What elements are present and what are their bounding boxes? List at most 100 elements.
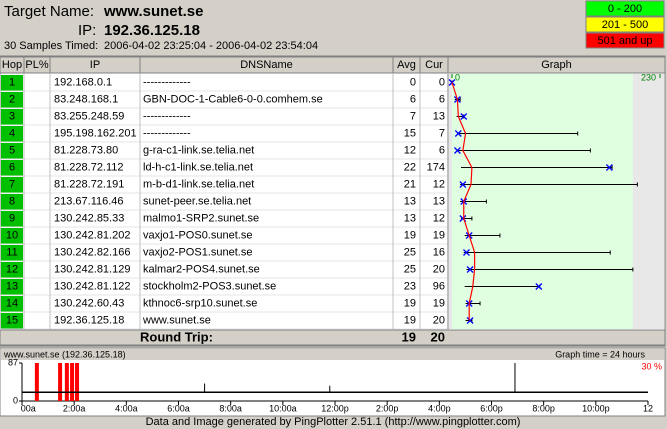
- dns-name: -------------: [143, 127, 191, 139]
- dns-name: g-ra-c1-link.se.telia.net: [143, 144, 254, 156]
- round-trip-row: [0, 329, 666, 346]
- avg: 19: [404, 229, 416, 241]
- ip: 192.36.125.18: [54, 314, 124, 326]
- x-tick-label: 2:00p: [376, 403, 399, 413]
- ip: 83.255.248.59: [54, 110, 124, 122]
- column-header-label: PL%: [25, 59, 48, 71]
- avg: 23: [404, 280, 416, 292]
- history-title: www.sunet.se (192.36.125.18): [3, 349, 126, 359]
- loss-bar: [70, 363, 75, 401]
- legend-box: [585, 16, 665, 33]
- hop-cell: [1, 313, 23, 329]
- graph-tick-label: 0: [455, 72, 460, 82]
- hop: 9: [9, 212, 15, 224]
- graph-tick-label: 230: [641, 72, 656, 82]
- ip: 130.242.85.33: [54, 212, 124, 224]
- avg: 12: [404, 144, 416, 156]
- hop: 1: [9, 76, 15, 88]
- cur: 16: [433, 246, 445, 258]
- cur: 13: [433, 195, 445, 207]
- cur: 20: [433, 263, 445, 275]
- hop: 5: [9, 144, 15, 156]
- ip-label: IP:: [78, 22, 96, 39]
- graph-time: Graph time = 24 hours: [555, 349, 645, 359]
- dns-name: -------------: [143, 110, 191, 122]
- cur-marker: [454, 130, 462, 137]
- x-tick-label: 4:00p: [428, 403, 451, 413]
- dns-name: GBN-DOC-1-Cable6-0-0.comhem.se: [143, 93, 323, 105]
- hop-cell: [1, 143, 23, 159]
- loss-bar: [34, 363, 39, 401]
- avg: 19: [404, 314, 416, 326]
- loss-bar: [58, 363, 63, 401]
- cur-marker: [453, 147, 461, 154]
- hop: 13: [6, 280, 18, 292]
- hop-cell: [1, 211, 23, 227]
- ip: 192.168.0.1: [54, 76, 112, 88]
- hop-cell: [1, 279, 23, 295]
- avg: 22: [404, 161, 416, 173]
- target: www.sunet.se: [103, 3, 203, 20]
- cur: 6: [439, 144, 445, 156]
- ip: 130.242.81.202: [54, 229, 130, 241]
- avg: 6: [410, 93, 416, 105]
- ip: 213.67.116.46: [54, 195, 124, 207]
- hop: 10: [6, 229, 18, 241]
- cur: 6: [439, 93, 445, 105]
- ip: 130.242.60.43: [54, 297, 124, 309]
- footer: Data and Image generated by PingPlotter …: [146, 416, 521, 428]
- x-tick-label: 6:00p: [480, 403, 503, 413]
- x-tick-label: 12:00p: [321, 403, 349, 413]
- dns-name: kthnoc6-srp10.sunet.se: [143, 297, 257, 309]
- ip: 81.228.72.191: [54, 178, 124, 190]
- legend-label: 201 - 500: [602, 19, 648, 31]
- round-trip-cur: 20: [431, 329, 445, 344]
- hop-cell: [1, 262, 23, 278]
- hop: 12: [6, 263, 18, 275]
- column-header-label: Cur: [425, 59, 443, 71]
- column-header-label: Hop: [2, 59, 22, 71]
- hop-cell: [1, 109, 23, 125]
- hop: 8: [9, 195, 15, 207]
- column-header-label: IP: [90, 59, 100, 71]
- hop: 6: [9, 161, 15, 173]
- cur: 174: [427, 161, 445, 173]
- x-tick-label: 10:00p: [582, 403, 610, 413]
- avg-line: [451, 82, 476, 321]
- ip: 195.198.162.201: [54, 127, 137, 139]
- dns-name: malmo1-SRP2.sunet.se: [143, 212, 259, 224]
- avg: 21: [404, 178, 416, 190]
- dns-name: vaxjo1-POS0.sunet.se: [143, 229, 252, 241]
- avg: 13: [404, 212, 416, 224]
- cur-marker: [466, 317, 474, 324]
- cur-marker: [466, 266, 474, 273]
- column-header: [447, 56, 666, 74]
- loss-label: 30 %: [641, 361, 662, 371]
- dns-name: ld-h-c1-link.se.telia.net: [143, 161, 253, 173]
- avg: 19: [404, 297, 416, 309]
- legend-label: 0 - 200: [608, 3, 642, 15]
- dns-name: -------------: [143, 76, 191, 88]
- cur: 19: [433, 297, 445, 309]
- time-range: 2006-04-02 23:25:04 - 2006-04-02 23:54:0…: [104, 40, 318, 52]
- avg: 7: [410, 110, 416, 122]
- hop-cell: [1, 92, 23, 108]
- loss-bar: [75, 363, 80, 401]
- cur: 96: [433, 280, 445, 292]
- samples-label: 30 Samples Timed:: [4, 40, 98, 52]
- hop-cell: [1, 126, 23, 142]
- dns-name: vaxjo2-POS1.sunet.se: [143, 246, 252, 258]
- ip: 81.228.72.112: [54, 161, 124, 173]
- cur-marker: [463, 249, 470, 256]
- x-tick-label: 8:00p: [532, 403, 555, 413]
- history-title-bar: [1, 349, 664, 360]
- dns-name: kalmar2-POS4.sunet.se: [143, 263, 260, 275]
- hop: 2: [9, 93, 15, 105]
- avg: 0: [410, 76, 416, 88]
- dns-name: sunet-peer.se.telia.net: [143, 195, 251, 207]
- hop: 7: [9, 178, 15, 190]
- ip: 83.248.168.1: [54, 93, 118, 105]
- x-tick-label: 2:00a: [63, 403, 86, 413]
- hop: 4: [9, 127, 15, 139]
- cur: 0: [439, 76, 445, 88]
